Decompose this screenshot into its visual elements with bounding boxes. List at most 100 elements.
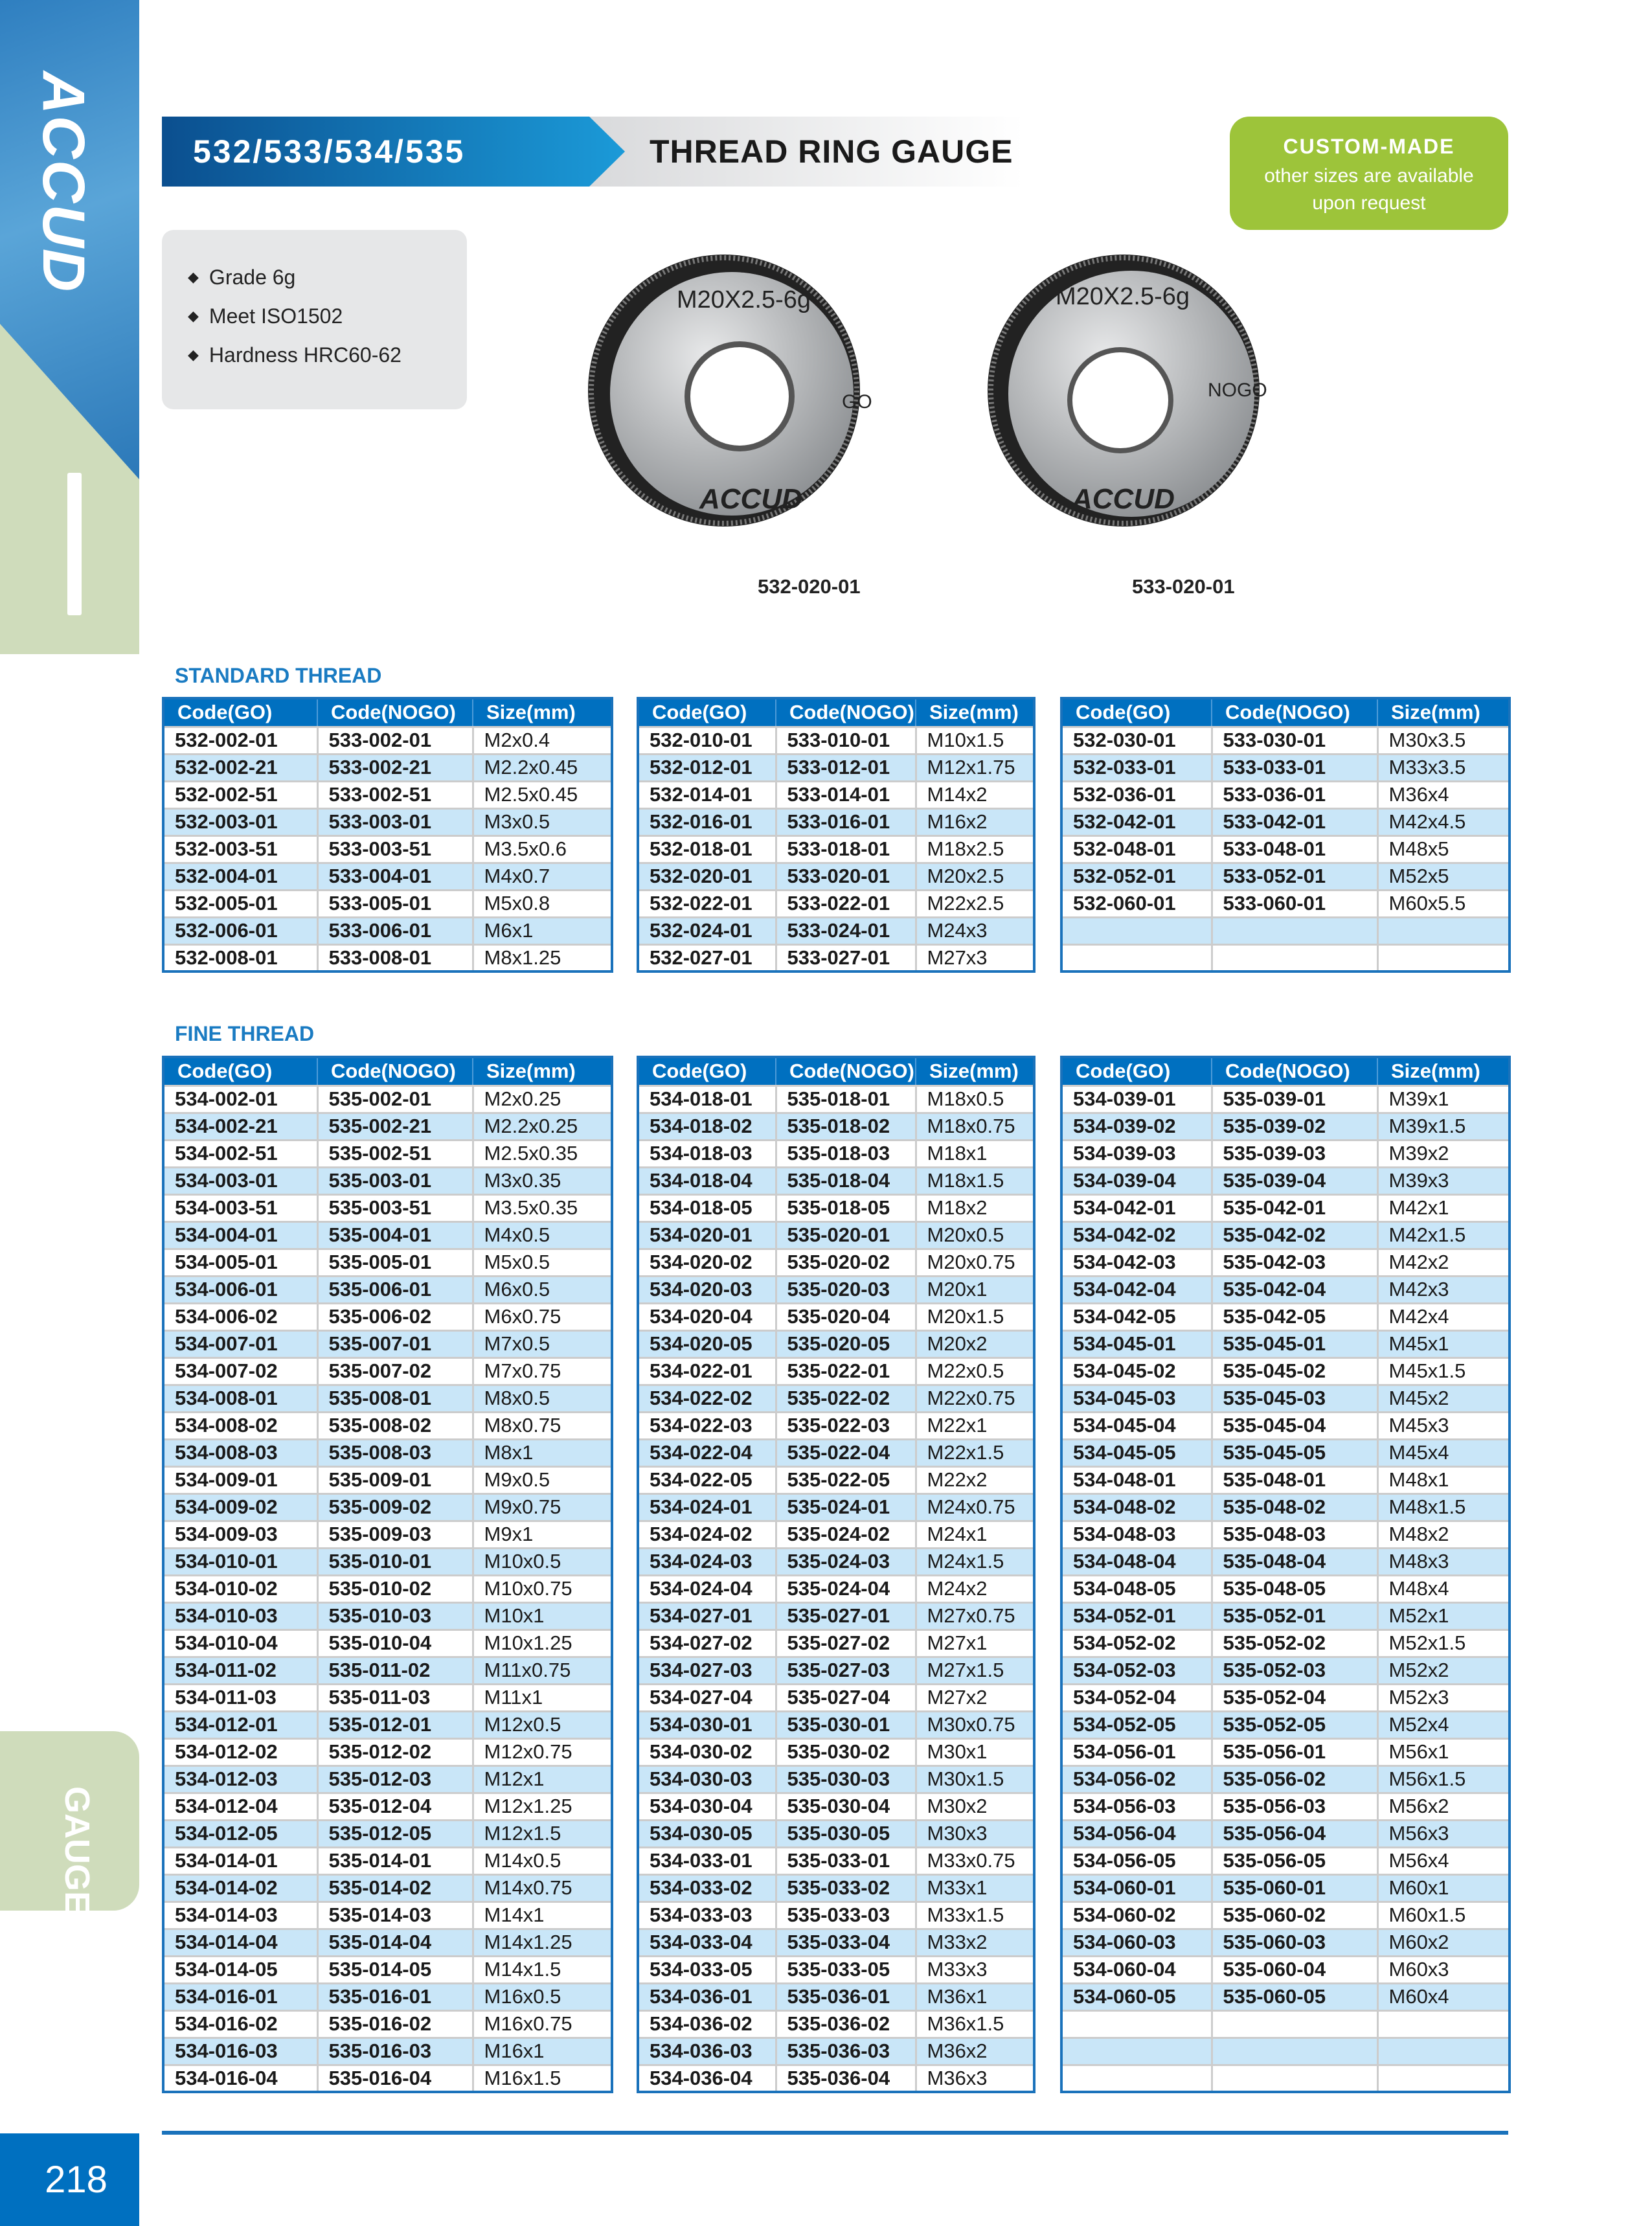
- cell-code-go: 534-048-01: [1061, 1465, 1213, 1493]
- table-row: 534-022-01 535-022-01 M22x0.5: [638, 1356, 1035, 1385]
- table-row: 534-004-01 535-004-01 M4x0.5: [163, 1220, 613, 1249]
- cell-code-nogo: 533-002-51: [317, 780, 474, 808]
- cell-size: M24x2: [916, 1574, 1035, 1602]
- table-row: 534-006-02 535-006-02 M6x0.75: [163, 1302, 613, 1330]
- table-row: 534-009-02 535-009-02 M9x0.75: [163, 1492, 613, 1521]
- cell-code-go: 534-006-02: [163, 1302, 319, 1330]
- table-row: 534-024-04 535-024-04 M24x2: [638, 1574, 1035, 1602]
- cell-code-nogo: 535-010-02: [317, 1574, 474, 1602]
- table-row: 534-060-05 535-060-05 M60x4: [1061, 1982, 1511, 2010]
- category-tab-gauge[interactable]: GAUGE: [0, 1731, 139, 1914]
- cell-code-go: 534-033-05: [638, 1955, 777, 1983]
- cell-code-go: 534-003-01: [163, 1166, 319, 1194]
- table-row: 534-022-02 535-022-02 M22x0.75: [638, 1383, 1035, 1412]
- cell-code-nogo: 535-042-04: [1212, 1275, 1379, 1303]
- column-header-code-go: Code(GO): [1061, 698, 1212, 727]
- table-row: 534-052-05 535-052-05 M52x4: [1061, 1710, 1511, 1738]
- cell-code-go: 532-048-01: [1061, 834, 1213, 863]
- cell-code-go: 534-052-01: [1061, 1601, 1213, 1630]
- go-label: GO: [842, 391, 872, 413]
- cell-code-nogo: 535-022-01: [776, 1356, 917, 1385]
- cell-code-nogo: 535-045-05: [1212, 1438, 1379, 1466]
- cell-size: M22x1: [916, 1411, 1035, 1439]
- cell-code-nogo: 535-056-03: [1212, 1791, 1379, 1820]
- table-row: 532-003-01 533-003-01 M3x0.5: [163, 807, 613, 835]
- cell-code-nogo: 535-042-03: [1212, 1247, 1379, 1276]
- cell-size: M4x0.5: [473, 1220, 613, 1249]
- cell-code-go: 534-036-03: [638, 2036, 777, 2065]
- cell-code-nogo: 535-018-03: [776, 1139, 917, 1167]
- cell-size: M42x4: [1377, 1302, 1511, 1330]
- cell-size: M6x1: [473, 916, 613, 944]
- cell-code-go: 534-045-03: [1061, 1383, 1213, 1412]
- cell-code-nogo: 533-002-01: [317, 725, 474, 754]
- cell-code-go: 532-024-01: [638, 916, 777, 944]
- cell-size: M3.5x0.6: [473, 834, 613, 863]
- cell-size: M7x0.5: [473, 1329, 613, 1357]
- table-row: 534-030-05 535-030-05 M30x3: [638, 1819, 1035, 1847]
- table-row: 532-024-01 533-024-01 M24x3: [638, 916, 1035, 944]
- cell-code-nogo: 535-008-03: [317, 1438, 474, 1466]
- cell-size: M2x0.25: [473, 1084, 613, 1113]
- cell-size: M16x1.5: [473, 2063, 613, 2092]
- cell-code-nogo: 535-010-03: [317, 1601, 474, 1630]
- table-row: 534-010-02 535-010-02 M10x0.75: [163, 1574, 613, 1602]
- cell-size: M10x0.75: [473, 1574, 613, 1602]
- cell-code-go: 532-014-01: [638, 780, 777, 808]
- cell-code-go: 534-020-02: [638, 1247, 777, 1276]
- cell-code-go: [1061, 2036, 1213, 2065]
- cell-code-nogo: 535-014-04: [317, 1927, 474, 1956]
- cell-code-go: 532-052-01: [1061, 861, 1213, 890]
- table-row: 534-030-02 535-030-02 M30x1: [638, 1737, 1035, 1766]
- cell-code-go: 534-010-03: [163, 1601, 319, 1630]
- cell-code-nogo: 535-020-02: [776, 1247, 917, 1276]
- cell-size: M33x3.5: [1377, 753, 1511, 781]
- cell-size: M39x1.5: [1377, 1111, 1511, 1140]
- cell-size: M2.5x0.35: [473, 1139, 613, 1167]
- cell-code-nogo: 535-042-01: [1212, 1193, 1379, 1221]
- cell-code-nogo: 535-011-02: [317, 1655, 474, 1684]
- table-row: 534-003-01 535-003-01 M3x0.35: [163, 1166, 613, 1194]
- cell-size: M8x0.75: [473, 1411, 613, 1439]
- cell-code-go: 534-014-02: [163, 1873, 319, 1902]
- cell-size: M16x2: [916, 807, 1035, 835]
- cell-code-go: 534-039-01: [1061, 1084, 1213, 1113]
- table-row: 534-003-51 535-003-51 M3.5x0.35: [163, 1193, 613, 1221]
- cell-code-go: 534-022-01: [638, 1356, 777, 1385]
- table-row: 534-030-04 535-030-04 M30x2: [638, 1791, 1035, 1820]
- cell-code-nogo: 533-014-01: [776, 780, 917, 808]
- cell-size: M60x2: [1377, 1927, 1511, 1956]
- table-row: 534-056-01 535-056-01 M56x1: [1061, 1737, 1511, 1766]
- cell-code-go: 534-056-05: [1061, 1846, 1213, 1874]
- cell-size: M36x2: [916, 2036, 1035, 2065]
- cell-code-go: 532-016-01: [638, 807, 777, 835]
- cell-code-go: 534-014-03: [163, 1900, 319, 1929]
- cell-code-nogo: 535-014-01: [317, 1846, 474, 1874]
- cell-size: M22x0.5: [916, 1356, 1035, 1385]
- cell-code-nogo: 535-002-01: [317, 1084, 474, 1113]
- cell-code-go: [1061, 943, 1213, 971]
- cell-code-go: 534-014-05: [163, 1955, 319, 1983]
- cell-size: M2.2x0.25: [473, 1111, 613, 1140]
- column-header-size: Size(mm): [1377, 1057, 1510, 1085]
- cell-size: M16x0.5: [473, 1982, 613, 2010]
- cell-code-nogo: 535-033-05: [776, 1955, 917, 1983]
- table-row: 534-033-02 535-033-02 M33x1: [638, 1873, 1035, 1902]
- cell-code-go: 534-003-51: [163, 1193, 319, 1221]
- cell-code-nogo: 535-027-04: [776, 1683, 917, 1711]
- cell-code-go: 534-012-02: [163, 1737, 319, 1766]
- cell-size: M56x3: [1377, 1819, 1511, 1847]
- cell-code-nogo: 535-045-01: [1212, 1329, 1379, 1357]
- cell-size: M2x0.4: [473, 725, 613, 754]
- table-row: 534-030-01 535-030-01 M30x0.75: [638, 1710, 1035, 1738]
- table-row: 534-039-01 535-039-01 M39x1: [1061, 1084, 1511, 1113]
- cell-size: M45x3: [1377, 1411, 1511, 1439]
- cell-size: M33x1.5: [916, 1900, 1035, 1929]
- cell-code-nogo: 533-010-01: [776, 725, 917, 754]
- cell-code-nogo: 535-048-05: [1212, 1574, 1379, 1602]
- table-row: 534-014-01 535-014-01 M14x0.5: [163, 1846, 613, 1874]
- cell-size: M24x3: [916, 916, 1035, 944]
- cell-size: M52x1.5: [1377, 1628, 1511, 1657]
- cell-size: [1377, 2036, 1511, 2065]
- cell-code-go: 534-039-04: [1061, 1166, 1213, 1194]
